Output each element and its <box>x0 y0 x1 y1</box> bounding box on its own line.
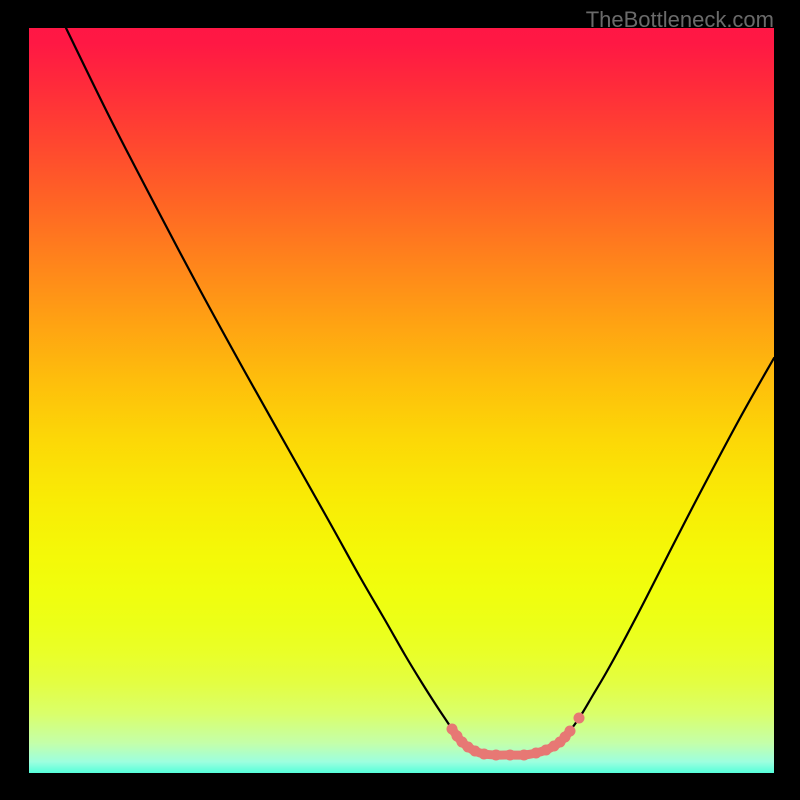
attribution-text: TheBottleneck.com <box>586 7 774 33</box>
bottleneck-chart: TheBottleneck.com <box>0 0 800 800</box>
plot-area <box>29 28 774 773</box>
